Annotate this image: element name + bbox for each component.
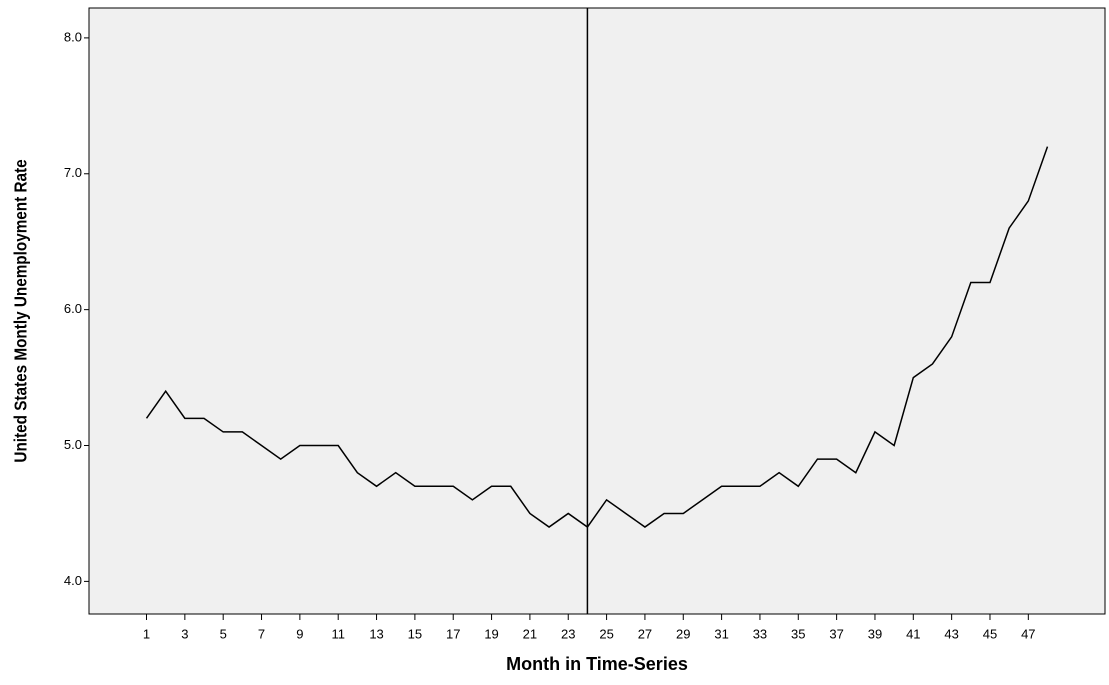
x-axis-title: Month in Time-Series (506, 654, 688, 674)
x-tick-label: 5 (220, 626, 227, 641)
x-tick-label: 47 (1021, 626, 1035, 641)
x-tick-label: 19 (484, 626, 498, 641)
y-tick-label: 5.0 (64, 437, 82, 452)
x-tick-label: 23 (561, 626, 575, 641)
y-tick-label: 8.0 (64, 29, 82, 44)
x-tick-label: 9 (296, 626, 303, 641)
x-tick-label: 1 (143, 626, 150, 641)
y-axis-title: United States Montly Unemployment Rate (11, 159, 31, 462)
x-tick-label: 15 (408, 626, 422, 641)
x-tick-label: 3 (181, 626, 188, 641)
x-tick-label: 7 (258, 626, 265, 641)
plot-area (88, 7, 1106, 615)
x-tick-label: 21 (523, 626, 537, 641)
x-tick-label: 45 (983, 626, 997, 641)
x-tick-label: 17 (446, 626, 460, 641)
x-tick-label: 39 (868, 626, 882, 641)
y-tick-label: 6.0 (64, 301, 82, 316)
x-tick-label: 43 (944, 626, 958, 641)
x-tick-label: 27 (638, 626, 652, 641)
x-tick-label: 31 (714, 626, 728, 641)
y-tick-label: 4.0 (64, 573, 82, 588)
x-tick-label: 37 (829, 626, 843, 641)
data-line (145, 146, 1049, 529)
x-tick-label: 13 (369, 626, 383, 641)
x-tick-label: 33 (753, 626, 767, 641)
x-tick-label: 25 (599, 626, 613, 641)
x-tick-label: 29 (676, 626, 690, 641)
y-tick-label: 7.0 (64, 165, 82, 180)
x-tick-label: 41 (906, 626, 920, 641)
x-tick-label: 11 (331, 626, 345, 641)
x-tick-label: 35 (791, 626, 805, 641)
